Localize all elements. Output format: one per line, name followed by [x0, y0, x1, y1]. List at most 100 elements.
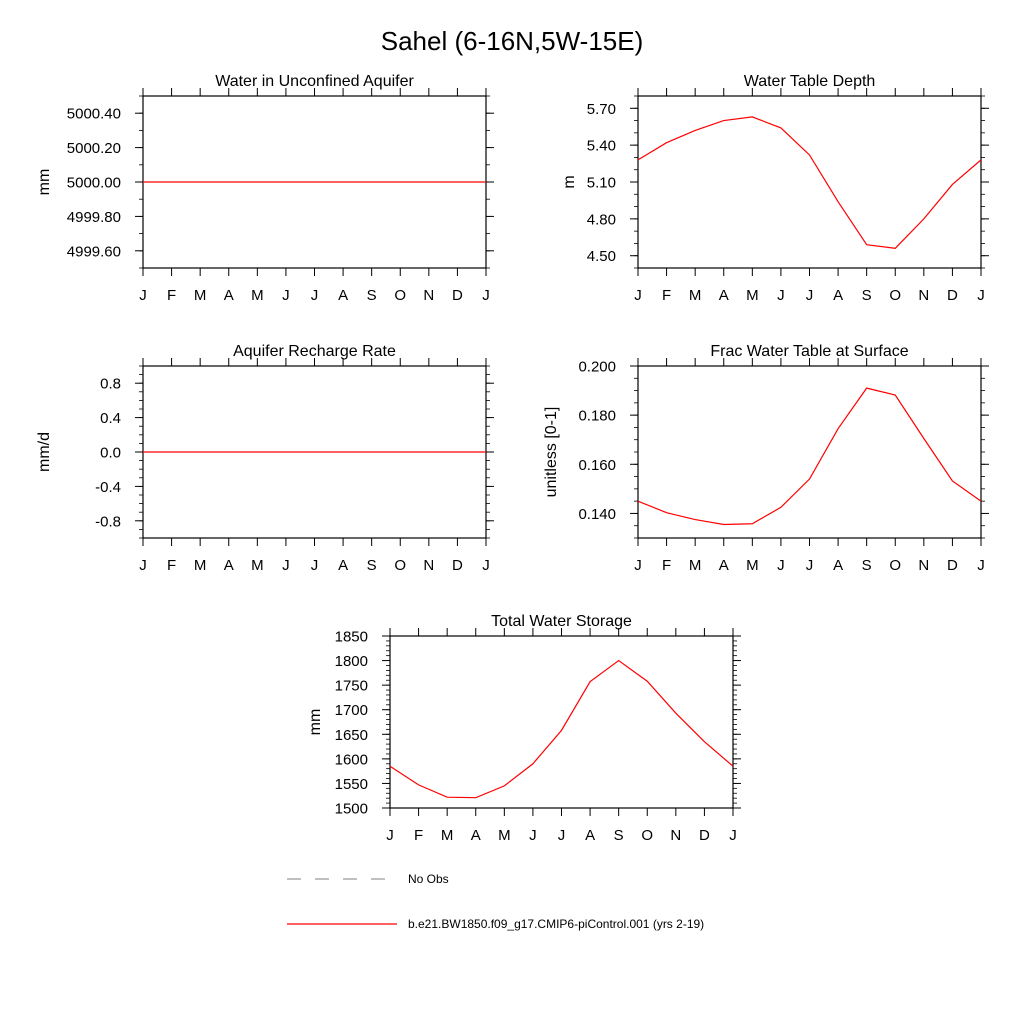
x-tick-label: M: [194, 287, 207, 304]
y-tick-label: 0.200: [578, 359, 616, 376]
series-line: [389, 659, 734, 799]
y-tick-label: 1850: [335, 629, 368, 646]
x-tick-label: O: [889, 287, 901, 304]
plot-frame: [637, 95, 982, 269]
x-tick-label: M: [251, 287, 264, 304]
y-tick-label: 0.140: [578, 506, 616, 523]
x-tick-label: S: [862, 287, 872, 304]
x-tick-label: F: [167, 287, 176, 304]
y-tick-label: 4.80: [587, 211, 616, 228]
x-tick-label: J: [977, 557, 985, 574]
panel-title: Water Table Depth: [744, 73, 876, 90]
legend-label-model: b.e21.BW1850.f09_g17.CMIP6-piControl.001…: [408, 917, 704, 931]
x-tick-label: J: [482, 287, 490, 304]
x-tick-label: N: [670, 827, 681, 844]
y-tick-label: 0.180: [578, 408, 616, 425]
y-tick-label: 0.0: [100, 445, 121, 462]
x-tick-label: S: [367, 557, 377, 574]
y-tick-label: 0.160: [578, 457, 616, 474]
series-line: [637, 387, 982, 526]
x-tick-label: S: [862, 557, 872, 574]
y-tick-label: 5000.20: [67, 140, 121, 157]
y-tick-label: 5000.40: [67, 106, 121, 123]
y-axis-label: mm/d: [36, 432, 53, 472]
panel-title: Water in Unconfined Aquifer: [215, 73, 414, 90]
y-tick-label: 1700: [335, 702, 368, 719]
x-tick-label: O: [641, 827, 653, 844]
x-tick-label: A: [338, 557, 348, 574]
x-tick-label: A: [471, 827, 481, 844]
x-tick-label: J: [311, 557, 319, 574]
x-tick-label: N: [423, 287, 434, 304]
panel-title: Total Water Storage: [491, 613, 632, 630]
x-tick-label: A: [833, 557, 843, 574]
x-tick-label: M: [689, 557, 702, 574]
x-tick-label: J: [282, 287, 290, 304]
x-tick-label: A: [833, 287, 843, 304]
series-line: [637, 116, 982, 249]
legend: No Obs b.e21.BW1850.f09_g17.CMIP6-piCont…: [287, 872, 704, 931]
x-tick-label: F: [662, 287, 671, 304]
x-tick-label: S: [367, 287, 377, 304]
x-tick-label: M: [441, 827, 454, 844]
y-tick-label: 5.10: [587, 175, 616, 192]
x-tick-label: M: [498, 827, 511, 844]
x-tick-label: J: [777, 287, 785, 304]
panel-title: Frac Water Table at Surface: [710, 343, 908, 360]
y-tick-label: 0.4: [100, 410, 121, 427]
y-tick-label: -0.8: [95, 513, 121, 530]
y-tick-label: 5000.00: [67, 175, 121, 192]
panel-title: Aquifer Recharge Rate: [233, 343, 396, 360]
x-tick-label: O: [394, 557, 406, 574]
legend-label-no-obs: No Obs: [408, 872, 449, 886]
x-tick-label: J: [977, 287, 985, 304]
x-tick-label: M: [194, 557, 207, 574]
x-tick-label: M: [689, 287, 702, 304]
x-tick-label: J: [139, 557, 147, 574]
x-tick-label: J: [386, 827, 394, 844]
y-tick-label: 5.40: [587, 138, 616, 155]
x-tick-label: D: [947, 557, 958, 574]
x-tick-label: A: [585, 827, 595, 844]
y-axis-label: mm: [307, 709, 324, 736]
x-tick-label: N: [918, 287, 929, 304]
y-tick-label: 1750: [335, 678, 368, 695]
figure-title: Sahel (6-16N,5W-15E): [381, 26, 644, 56]
x-tick-label: D: [947, 287, 958, 304]
y-tick-label: 1800: [335, 653, 368, 670]
y-tick-label: 4.50: [587, 248, 616, 265]
plot-frame: [637, 365, 982, 539]
x-tick-label: J: [806, 287, 814, 304]
x-tick-label: D: [452, 557, 463, 574]
x-tick-label: J: [282, 557, 290, 574]
x-tick-label: A: [719, 287, 729, 304]
x-tick-label: J: [634, 557, 642, 574]
x-tick-label: J: [311, 287, 319, 304]
y-tick-label: 5.70: [587, 101, 616, 118]
x-tick-label: M: [746, 287, 759, 304]
x-tick-label: A: [224, 287, 234, 304]
y-tick-label: -0.4: [95, 479, 121, 496]
panel-frac-water-table: Frac Water Table at Surface unitless [0-1…: [543, 343, 989, 574]
x-tick-label: A: [338, 287, 348, 304]
x-tick-label: J: [558, 827, 566, 844]
x-tick-label: F: [414, 827, 423, 844]
x-tick-label: F: [662, 557, 671, 574]
x-tick-label: J: [806, 557, 814, 574]
x-tick-label: J: [777, 557, 785, 574]
y-tick-label: 1500: [335, 801, 368, 818]
x-tick-label: J: [634, 287, 642, 304]
x-tick-label: M: [746, 557, 759, 574]
y-tick-label: 4999.60: [67, 243, 121, 260]
plot-frame: [389, 635, 734, 809]
y-tick-label: 4999.80: [67, 209, 121, 226]
x-tick-label: N: [918, 557, 929, 574]
x-tick-label: F: [167, 557, 176, 574]
x-tick-label: M: [251, 557, 264, 574]
x-tick-label: N: [423, 557, 434, 574]
x-tick-label: D: [452, 287, 463, 304]
